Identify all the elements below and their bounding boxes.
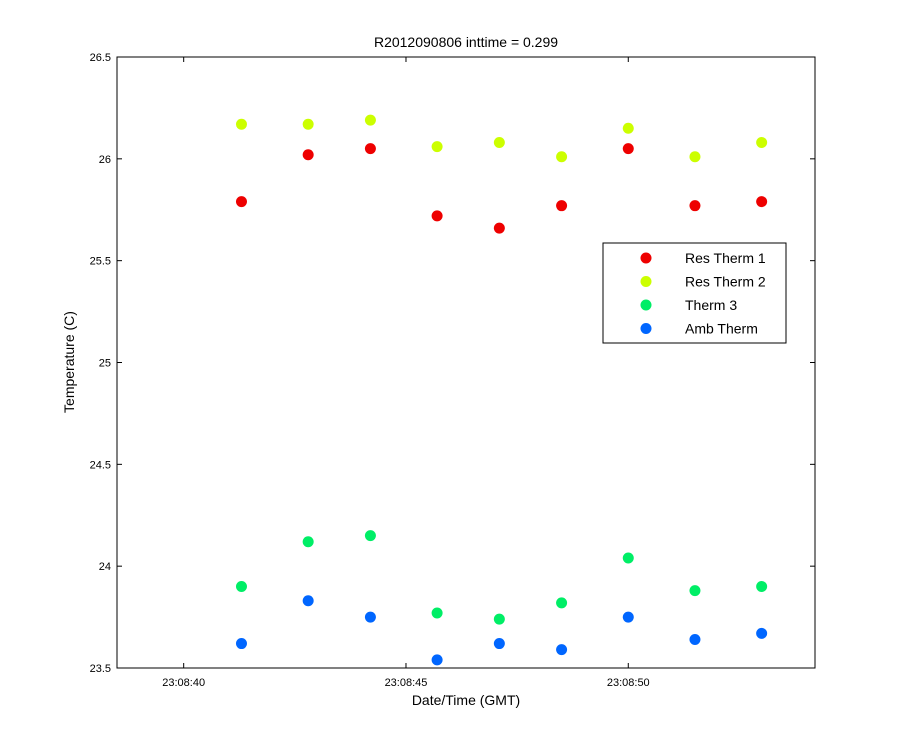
data-point xyxy=(235,196,247,208)
data-point xyxy=(431,654,443,666)
data-point xyxy=(689,585,701,597)
series-amb-therm xyxy=(235,595,768,666)
series-res-therm-2 xyxy=(235,114,768,163)
data-point xyxy=(622,122,634,134)
data-point xyxy=(556,644,568,656)
y-tick-label: 25.5 xyxy=(90,256,111,268)
data-point xyxy=(622,143,634,155)
data-point xyxy=(756,627,768,639)
data-point xyxy=(622,552,634,564)
data-point xyxy=(756,581,768,593)
data-point xyxy=(689,151,701,163)
y-tick-label: 25 xyxy=(99,358,111,370)
data-point xyxy=(364,143,376,155)
data-point xyxy=(302,536,314,548)
data-point xyxy=(756,137,768,149)
x-axis-label: Date/Time (GMT) xyxy=(412,692,520,708)
data-point xyxy=(689,200,701,212)
legend-box xyxy=(602,242,787,344)
data-point xyxy=(556,597,568,609)
legend-label: Amb Therm xyxy=(685,321,758,337)
legend: Res Therm 1 Res Therm 2 Therm 3 Amb Therm xyxy=(602,242,787,344)
y-axis: 23.5 24 24.5 25 25.5 26 26.5 xyxy=(90,52,815,675)
data-point xyxy=(622,611,634,623)
legend-marker xyxy=(640,299,652,311)
data-point xyxy=(556,151,568,163)
data-point xyxy=(493,613,505,625)
data-points xyxy=(235,114,768,666)
data-point xyxy=(431,141,443,153)
x-tick-label: 23:08:45 xyxy=(385,677,428,689)
legend-label: Res Therm 1 xyxy=(685,250,766,266)
data-point xyxy=(364,611,376,623)
data-point xyxy=(302,118,314,130)
x-axis: 23:08:40 23:08:45 23:08:50 xyxy=(162,57,650,689)
x-tick-label: 23:08:50 xyxy=(607,677,650,689)
data-point xyxy=(235,638,247,650)
y-tick-label: 26.5 xyxy=(90,52,111,64)
legend-label: Res Therm 2 xyxy=(685,274,766,290)
data-point xyxy=(756,196,768,208)
data-point xyxy=(493,137,505,149)
data-point xyxy=(302,595,314,607)
series-therm-3 xyxy=(235,530,768,625)
data-point xyxy=(235,118,247,130)
legend-marker xyxy=(640,323,652,334)
plot-area xyxy=(116,56,816,669)
data-point xyxy=(431,607,443,619)
data-point xyxy=(493,222,505,234)
y-axis-label: Temperature (C) xyxy=(61,311,77,413)
data-point xyxy=(302,149,314,161)
data-point xyxy=(431,210,443,222)
data-point xyxy=(364,114,376,126)
data-point xyxy=(689,633,701,645)
data-point xyxy=(493,638,505,650)
legend-label: Therm 3 xyxy=(685,297,737,313)
y-tick-label: 24 xyxy=(99,561,111,573)
chart-title: R2012090806 inttime = 0.299 xyxy=(374,34,558,50)
y-tick-label: 24.5 xyxy=(90,459,111,471)
y-tick-label: 26 xyxy=(99,154,111,166)
series-res-therm-1 xyxy=(235,143,768,234)
y-tick-label: 23.5 xyxy=(90,663,111,675)
legend-marker xyxy=(640,252,652,264)
data-point xyxy=(556,200,568,212)
data-point xyxy=(364,530,376,542)
legend-marker xyxy=(640,276,652,287)
x-tick-label: 23:08:40 xyxy=(162,677,205,689)
data-point xyxy=(235,581,247,593)
